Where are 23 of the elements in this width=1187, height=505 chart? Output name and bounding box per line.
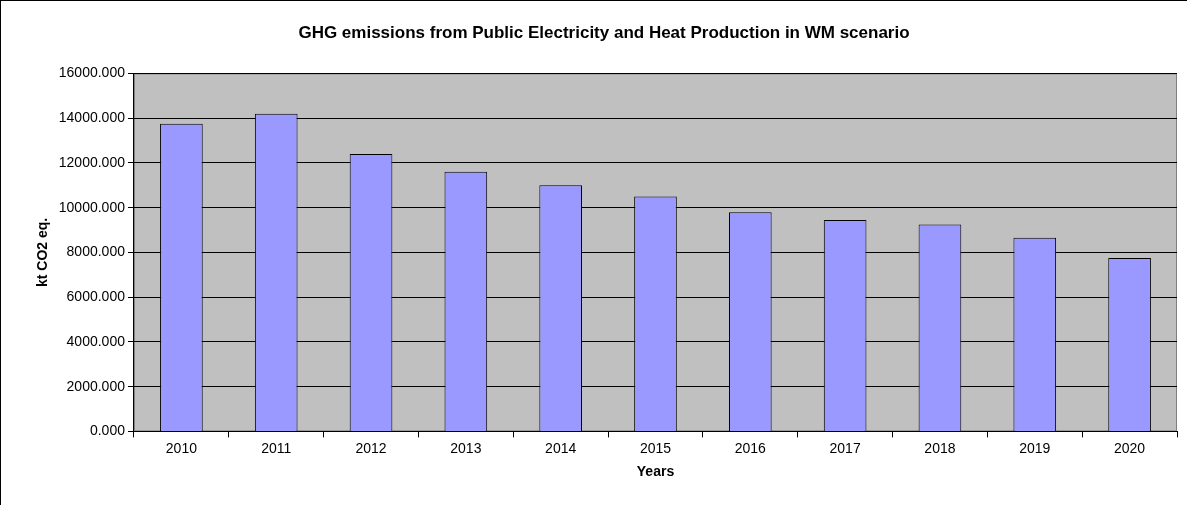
x-tick-label: 2015 bbox=[639, 439, 672, 456]
chart-title: GHG emissions from Public Electricity and Heat Production in WM scenario bbox=[298, 22, 910, 42]
x-tick-label: 2014 bbox=[545, 439, 577, 456]
y-tick-label: 16000.000 bbox=[58, 64, 126, 81]
y-tick-label: 10000.000 bbox=[58, 198, 126, 215]
y-tick-label: 2000.000 bbox=[66, 377, 126, 394]
y-tick-label: 14000.000 bbox=[58, 109, 126, 126]
y-tick-label: 4000.000 bbox=[66, 332, 126, 349]
x-tick-label: 2011 bbox=[261, 439, 292, 456]
x-tick-label: 2010 bbox=[165, 439, 198, 456]
x-tick-label: 2019 bbox=[1019, 439, 1051, 456]
x-axis-title: Years bbox=[636, 463, 675, 480]
x-tick-label: 2017 bbox=[829, 439, 861, 456]
y-tick-label: 0.000 bbox=[89, 422, 126, 439]
y-axis-title: kt CO2 eq. bbox=[34, 217, 51, 288]
x-tick-label: 2012 bbox=[355, 439, 387, 456]
y-tick-label: 12000.000 bbox=[58, 153, 126, 170]
x-tick-label: 2013 bbox=[450, 439, 482, 456]
x-tick-label: 2020 bbox=[1114, 439, 1146, 456]
y-tick-label: 6000.000 bbox=[66, 288, 126, 305]
x-tick-label: 2018 bbox=[924, 439, 956, 456]
y-tick-label: 8000.000 bbox=[66, 243, 126, 260]
x-tick-label: 2016 bbox=[734, 439, 767, 456]
